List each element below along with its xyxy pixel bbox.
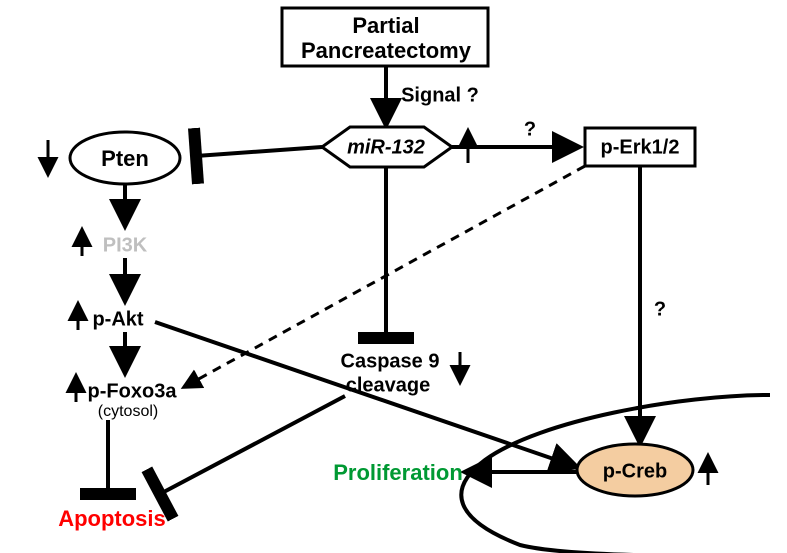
pakt-label: p-Akt [92, 308, 143, 330]
caspase9-to-apoptosis-inhibit [160, 396, 345, 494]
signal-label: Signal ? [401, 84, 479, 106]
apoptosis-label: Apoptosis [58, 506, 166, 531]
mir132-to-pten-inhibit [196, 147, 322, 156]
pakt-to-pcreb-arrow [155, 322, 574, 466]
mir132-label: miR-132 [347, 136, 425, 158]
pi3k-label: PI3K [103, 234, 148, 256]
perk-label: p-Erk1/2 [601, 136, 680, 158]
pten-label: Pten [101, 146, 149, 171]
caspase9-label-1: Caspase 9 [341, 350, 440, 372]
perk-pcreb-question: ? [654, 298, 666, 320]
cytosol-label: (cytosol) [98, 403, 158, 420]
pcreb-label: p-Creb [603, 460, 667, 482]
mir132-perk-question: ? [524, 118, 536, 140]
pathway-diagram: Partial Pancreatectomy Signal ? miR-132 … [0, 0, 787, 553]
pfoxo3a-label: p-Foxo3a [88, 380, 178, 402]
partial-pancreatectomy-label-1: Partial [352, 13, 419, 38]
partial-pancreatectomy-label-2: Pancreatectomy [301, 38, 472, 63]
proliferation-label: Proliferation [333, 460, 463, 485]
